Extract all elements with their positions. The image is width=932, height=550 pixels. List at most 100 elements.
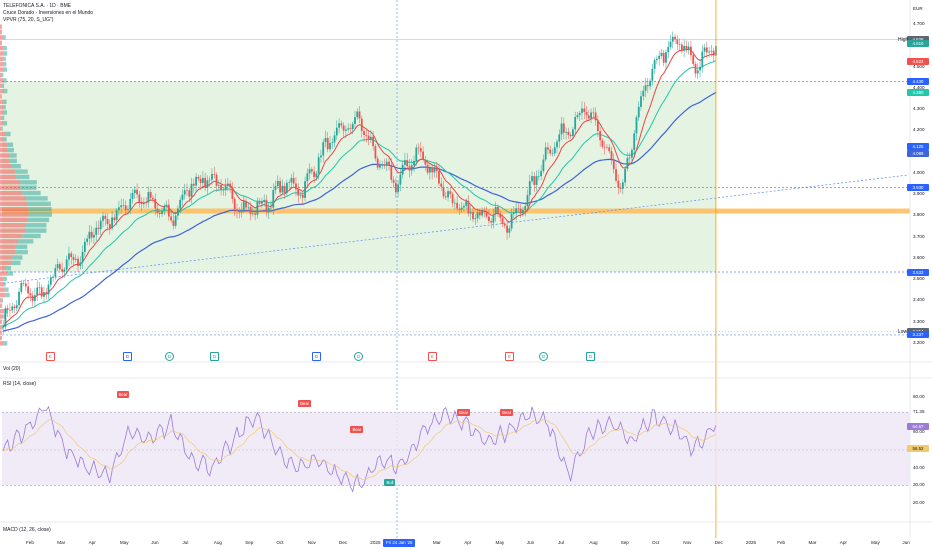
indicator-vpvr[interactable]: VPVR (75, 20, S_UG") [3,17,54,23]
candle-body-106 [242,201,245,210]
time-tick-8: Oct [276,540,284,545]
candle-body-44 [102,215,104,221]
vp-bar-down-9 [0,292,6,298]
vp-bar-up-35 [9,153,17,158]
rsi-tick-1: 71.35 [913,409,925,415]
candle-body-69 [158,213,161,214]
candle-body-80 [183,190,186,195]
event-marker-9[interactable]: D [586,352,595,361]
candle-body-313 [712,50,715,56]
time-tick-4: Jun [151,540,159,545]
vp-bar-up-25 [28,206,52,212]
candle-body-159 [363,131,365,135]
rsi-current-tag: 64.67 [907,423,929,430]
candle-body-169 [385,161,388,166]
vp-bar-up-44 [3,104,6,110]
candle-body-149 [340,123,343,126]
candle-body-67 [154,198,157,209]
event-marker-6[interactable]: E [428,352,437,361]
candle-body-19 [45,292,48,295]
rsi-tick-0: 80.00 [913,393,925,399]
candle-body-97 [222,189,225,190]
event-marker-7[interactable]: E [505,352,514,361]
candle-body-191 [435,168,438,172]
candle-body-286 [651,68,654,81]
candle-body-201 [458,208,461,210]
vp-bar-down-14 [0,265,7,271]
price-tick-9: 3.800 [913,212,925,218]
time-tick-19: Sep [620,540,629,545]
time-tick-22: Dec [714,540,723,545]
rsi-divergence-label-5: Bear [500,408,514,416]
candle-body-89 [204,177,207,188]
candle-body-83 [190,183,193,197]
event-marker-2[interactable]: D [165,352,174,361]
candle-body-184 [419,148,422,152]
price-tick-15: 3.200 [913,339,925,345]
candle-body-20 [47,284,50,295]
vp-bar-down-29 [0,185,21,190]
price-tick-5: 4.200 [913,127,925,133]
candle-body-156 [356,111,359,118]
vp-bar-down-25 [0,206,29,212]
vp-bar-down-42 [0,115,3,121]
candle-body-144 [329,142,331,150]
candle-body-300 [683,45,686,51]
vp-bar-up-20 [22,233,41,239]
candle-body-166 [379,165,381,168]
price-tag-2: 4.522 [907,58,929,66]
candle-body-116 [265,199,268,213]
event-marker-4[interactable]: D [312,352,321,361]
candle-body-231 [526,194,529,207]
candle-body-162 [369,136,372,140]
event-marker-3[interactable]: D [210,352,219,361]
rsi-divergence-label-1: Bear [298,399,312,407]
vp-bar-up-33 [11,164,21,169]
candle-body-11 [27,286,30,294]
candle-body-187 [426,164,429,173]
candle-body-243 [553,147,556,154]
candle-body-178 [406,160,409,167]
vp-bar-up-28 [22,190,41,196]
candle-body-303 [690,46,692,56]
candle-body-259 [590,112,592,119]
indicator-golden-cross[interactable]: Cruce Dorado - Inversiones en el Mundo [3,10,94,16]
price-tag-label-0: High [898,36,909,43]
candle-body-137 [313,171,316,178]
price-tick-3: 4.400 [913,84,925,90]
rsi-title[interactable]: RSI (14, close) [3,381,37,387]
volume-title[interactable]: Vol (20) [3,366,21,372]
event-marker-8[interactable]: D [539,352,548,361]
candle-body-126 [288,182,291,183]
candle-body-240 [547,147,549,150]
event-marker-1[interactable]: D [123,352,132,361]
rsi-divergence-label-2: Bear [350,426,364,434]
rsi-ma-tag: 56.52 [907,445,929,452]
candle-body-90 [206,180,209,188]
event-marker-5[interactable]: D [354,352,363,361]
candle-body-211 [481,210,484,216]
candle-body-249 [567,131,570,135]
candle-body-148 [338,123,340,128]
candle-body-296 [674,36,676,40]
event-marker-0[interactable]: E [46,352,55,361]
price-tag-7: 3.930 [907,184,929,192]
candle-body-281 [640,96,642,107]
vp-bar-up-54 [3,51,8,56]
time-tick-5: Jul [182,540,189,545]
macd-title[interactable]: MACD (12, 26, close) [3,527,51,533]
candle-body-15 [36,287,39,296]
candle-body-209 [476,212,479,219]
candle-body-99 [226,183,229,187]
candle-body-45 [104,215,107,219]
candle-body-269 [612,159,615,170]
candle-body-267 [608,147,611,152]
candle-body-22 [52,276,54,278]
price-tag-label-9: Low [898,328,908,335]
candle-body-203 [463,205,465,208]
vp-bar-up-24 [28,212,52,217]
vp-bar-up-22 [25,223,47,228]
candle-body-272 [619,187,622,189]
